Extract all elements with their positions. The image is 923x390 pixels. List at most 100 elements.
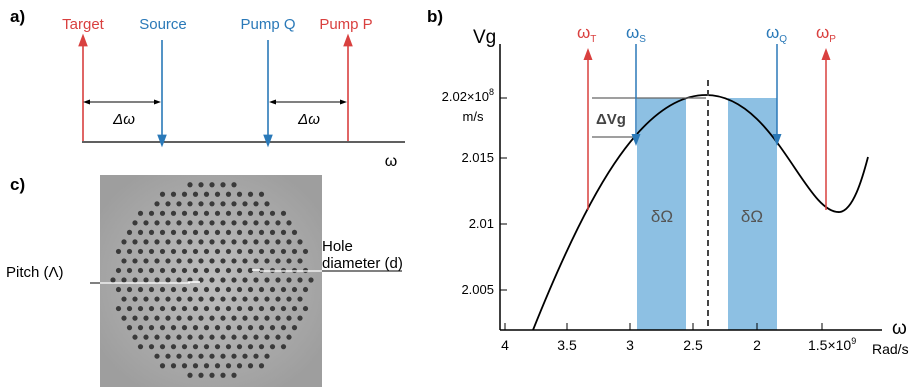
sem-hole [214, 267, 221, 274]
sem-hole [280, 229, 287, 235]
sem-hole [143, 315, 149, 321]
sem-hole [225, 248, 232, 255]
sem-hole [143, 296, 149, 302]
sem-hole [192, 325, 199, 331]
sem-hole [209, 220, 215, 226]
sem-hole [236, 267, 243, 274]
sem-hole [264, 201, 270, 207]
sem-hole [209, 182, 215, 188]
panel-a-omega-axis-label: ω [385, 153, 398, 170]
sem-hole [225, 325, 232, 331]
sem-hole [187, 334, 193, 340]
panel-a-label: a) [10, 7, 25, 26]
sem-hole [170, 344, 177, 350]
band-right [728, 98, 777, 330]
sem-hole [192, 267, 199, 274]
sem-hole [258, 286, 265, 293]
sem-hole [148, 267, 155, 274]
sem-hole [198, 182, 204, 188]
sem-hole [159, 229, 166, 235]
sem-hole [192, 229, 199, 235]
sem-hole [154, 239, 160, 245]
pump-p-label: Pump P [319, 16, 372, 33]
sem-hole [115, 267, 122, 274]
sem-hole [269, 344, 276, 350]
sem-hole [203, 191, 210, 197]
sem-hole [220, 239, 226, 245]
sem-hole [220, 201, 226, 207]
sem-hole [154, 353, 160, 359]
sem-hole-lattice [110, 182, 314, 378]
sem-hole [258, 248, 265, 255]
sem-hole [269, 305, 276, 312]
sem-hole [181, 363, 188, 369]
sem-hole [242, 353, 248, 359]
sem-hole [236, 305, 243, 312]
sem-hole [148, 210, 155, 216]
sem-hole [297, 277, 303, 283]
sem-hole [231, 353, 237, 359]
sem-hole [236, 363, 243, 369]
sem-hole [291, 286, 298, 293]
sem-hole [187, 372, 193, 378]
sem-hole [170, 267, 177, 274]
sem-hole [203, 325, 210, 331]
source-label: Source [139, 16, 187, 33]
sem-hole [181, 286, 188, 293]
sem-hole [165, 315, 171, 321]
sem-hole [198, 201, 204, 207]
sem-hole [236, 191, 243, 197]
x-tick-label-3: 3 [626, 337, 634, 353]
sem-hole [187, 182, 193, 188]
sem-hole [165, 220, 171, 226]
sem-hole [258, 229, 265, 235]
sem-hole [264, 239, 270, 245]
sem-hole [302, 305, 309, 312]
sem-hole [209, 353, 215, 359]
sem-hole [148, 325, 155, 331]
sem-hole [132, 258, 138, 264]
sem-hole [121, 277, 127, 283]
sem-hole [176, 315, 182, 321]
sem-hole [236, 229, 243, 235]
sem-hole [214, 325, 221, 331]
sem-hole [203, 267, 210, 274]
sem-hole [242, 315, 248, 321]
sem-hole [176, 239, 182, 245]
sem-hole [275, 258, 281, 264]
sem-hole [242, 258, 248, 264]
sem-hole [148, 248, 155, 255]
panel-c-label: c) [10, 175, 25, 194]
sem-hole [198, 220, 204, 226]
sem-hole [170, 248, 177, 255]
sem-hole [181, 229, 188, 235]
sem-hole [170, 210, 177, 216]
omega-t-label: ωT [577, 23, 596, 45]
sem-hole [280, 344, 287, 350]
sem-hole [258, 325, 265, 331]
sem-hole [242, 277, 248, 283]
sem-hole [236, 344, 243, 350]
omega-s-label: ωS [626, 23, 646, 45]
sem-hole [264, 315, 270, 321]
sem-hole [231, 258, 237, 264]
sem-hole [132, 277, 138, 283]
sem-hole [231, 277, 237, 283]
sem-hole [176, 201, 182, 207]
sem-hole [154, 296, 160, 302]
sem-hole [253, 277, 259, 283]
x-tick-label-2-5: 2.5 [683, 337, 703, 353]
band-right-label: δΩ [741, 207, 763, 226]
sem-hole [203, 248, 210, 255]
sem-hole [154, 201, 160, 207]
sem-hole [159, 248, 166, 255]
sem-hole [258, 305, 265, 312]
sem-hole [198, 353, 204, 359]
sem-hole [181, 325, 188, 331]
sem-hole [187, 239, 193, 245]
sem-hole [203, 305, 210, 312]
sem-hole [280, 248, 287, 255]
sem-hole [159, 286, 166, 293]
sem-hole [181, 210, 188, 216]
sem-hole [126, 248, 133, 255]
